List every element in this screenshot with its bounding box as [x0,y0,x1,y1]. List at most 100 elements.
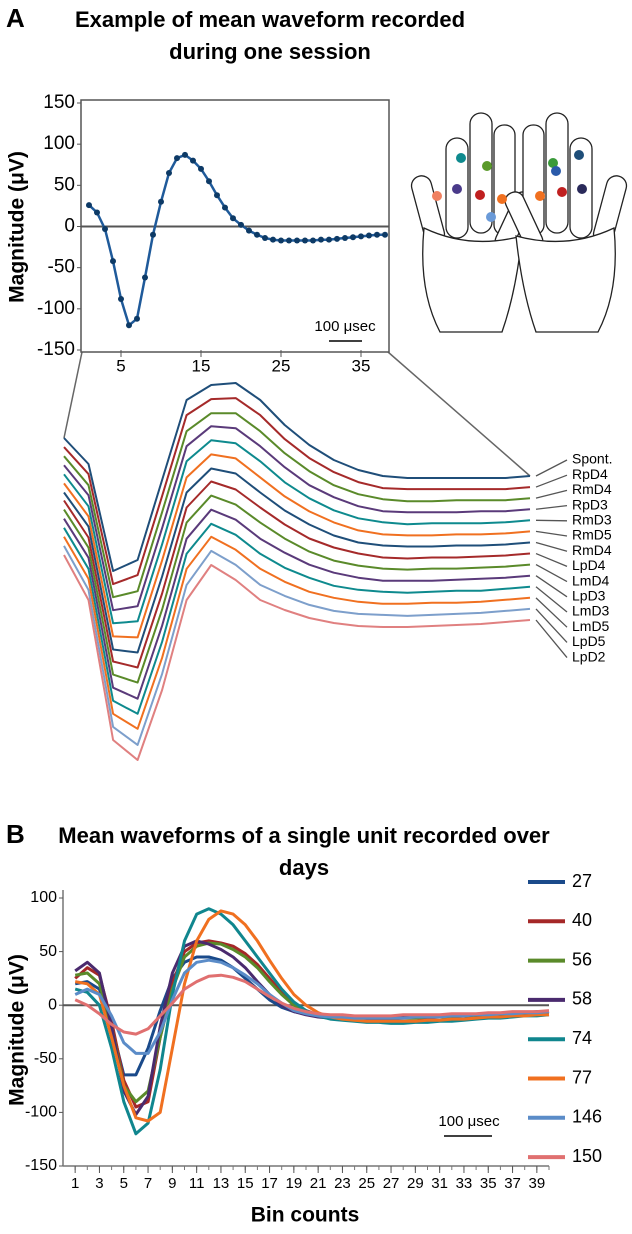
y-tick-label: -150 [25,1157,57,1174]
trace-label: LmD3 [572,603,610,619]
electrode-dot [497,194,507,204]
legend-label: 146 [572,1107,602,1127]
trace-label: RpD4 [572,466,608,482]
legend-label: 56 [572,949,592,969]
electrode-dot [551,166,561,176]
trace-label: RpD3 [572,496,608,512]
trace-line [63,412,531,599]
y-tick-label: 0 [48,996,57,1013]
y-tick-label: 100 [30,889,57,906]
data-point [278,237,284,244]
electrode-dot [475,190,485,200]
leader-line [535,459,568,477]
trace-line [63,522,531,715]
trace-line [63,494,531,684]
y-tick-label: 50 [54,174,75,195]
leader-line [535,608,568,643]
legend-label: 74 [572,1028,592,1048]
x-axis-label: Bin counts [251,1204,360,1227]
x-tick-label: 29 [407,1175,424,1192]
electrode-dot [486,212,496,222]
trace-line [63,535,531,730]
series-line [74,909,549,1123]
electrode-dot [432,191,442,201]
x-tick-label: 27 [383,1175,400,1192]
data-point [94,209,100,216]
data-point [174,155,180,162]
data-point [326,236,332,243]
x-tick-label: 39 [529,1175,546,1192]
trace-line [63,554,531,761]
trace-line [63,382,531,572]
chart-title: Example of mean waveform recorded during… [74,7,466,64]
data-point [198,165,204,172]
x-tick-label: 7 [144,1175,152,1192]
data-point [190,157,196,164]
y-tick-label: -150 [37,339,75,360]
leader-line [535,504,568,510]
x-tick-label: 23 [334,1175,351,1192]
x-tick-label: 5 [120,1175,128,1192]
trace-line [63,453,531,639]
trace-line [63,480,531,669]
x-tick-label: 31 [431,1175,448,1192]
data-point [238,221,244,228]
x-tick-label: 5 [116,356,125,375]
zoom-line [63,351,83,439]
data-point [350,234,356,241]
y-tick-label: 0 [64,216,75,237]
x-tick-label: 19 [286,1175,303,1192]
data-point [206,178,212,185]
electrode-dot [557,187,567,197]
trace-line [63,508,531,700]
trace-label: LpD2 [572,648,606,664]
x-tick-label: 33 [456,1175,473,1192]
data-point [302,237,308,244]
series-line [74,973,550,1036]
data-point [110,258,116,265]
trace-line [63,545,531,746]
data-point [118,295,124,302]
x-tick-label: 37 [504,1175,521,1192]
legend-label: 150 [572,1146,602,1166]
trace-label: LpD5 [572,633,606,649]
trace-label: RmD4 [572,542,612,558]
data-point [150,231,156,238]
data-point [310,237,316,244]
data-point [358,233,364,240]
trace-line [63,439,531,625]
electrode-dot [535,191,545,201]
x-tick-label: 1 [71,1175,79,1192]
data-point [246,227,252,234]
data-point [318,236,324,243]
electrode-dot [456,153,466,163]
y-tick-label: -100 [37,298,75,319]
zoom-line [387,351,531,477]
leader-line [535,575,568,598]
leader-line [535,586,568,613]
data-point [366,232,372,239]
leader-line [535,619,568,659]
y-tick-label: 150 [43,92,75,113]
trace-label: RmD3 [572,512,612,528]
series-line [74,939,550,1116]
trace-line [63,397,531,586]
leader-line [535,474,568,488]
leader-line [535,552,568,568]
leader-line [535,564,568,583]
x-tick-label: 15 [192,356,211,375]
y-tick-label: -100 [25,1104,57,1121]
panel-letter: A [6,3,25,33]
y-axis-label: Magnitude (μV) [6,151,29,303]
x-tick-label: 3 [95,1175,103,1192]
right-hand [504,112,628,333]
x-tick-label: 25 [272,356,291,375]
y-tick-label: 50 [39,943,57,960]
data-point [86,202,92,209]
data-point [294,237,300,244]
x-tick-label: 13 [213,1175,230,1192]
data-point [382,231,388,238]
data-point [142,274,148,281]
